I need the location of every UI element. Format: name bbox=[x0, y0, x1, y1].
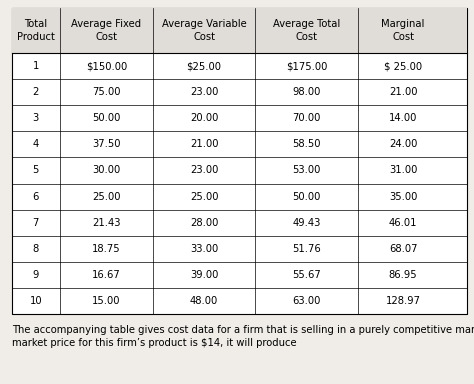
Text: 2: 2 bbox=[33, 87, 39, 97]
Text: 5: 5 bbox=[33, 166, 39, 175]
Text: 8: 8 bbox=[33, 244, 39, 254]
Text: Average Total
Cost: Average Total Cost bbox=[273, 19, 340, 41]
Text: Average Fixed
Cost: Average Fixed Cost bbox=[71, 19, 141, 41]
Text: 16.67: 16.67 bbox=[92, 270, 121, 280]
Text: 33.00: 33.00 bbox=[190, 244, 218, 254]
Text: The accompanying table gives cost data for a firm that is selling in a purely co: The accompanying table gives cost data f… bbox=[12, 325, 474, 348]
Text: 21.43: 21.43 bbox=[92, 218, 120, 228]
Text: 98.00: 98.00 bbox=[292, 87, 321, 97]
Text: 128.97: 128.97 bbox=[386, 296, 421, 306]
Text: 49.43: 49.43 bbox=[292, 218, 321, 228]
Text: 48.00: 48.00 bbox=[190, 296, 218, 306]
Text: 25.00: 25.00 bbox=[92, 192, 120, 202]
Text: 75.00: 75.00 bbox=[92, 87, 120, 97]
Text: 86.95: 86.95 bbox=[389, 270, 418, 280]
Text: 50.00: 50.00 bbox=[92, 113, 120, 123]
Text: 18.75: 18.75 bbox=[92, 244, 120, 254]
Text: 28.00: 28.00 bbox=[190, 218, 219, 228]
Text: 68.07: 68.07 bbox=[389, 244, 418, 254]
Text: 1: 1 bbox=[33, 61, 39, 71]
Text: $150.00: $150.00 bbox=[86, 61, 127, 71]
Text: Total
Product: Total Product bbox=[17, 19, 55, 41]
Bar bbox=[12, 8, 467, 53]
Text: 37.50: 37.50 bbox=[92, 139, 120, 149]
Text: 21.00: 21.00 bbox=[389, 87, 418, 97]
Text: 31.00: 31.00 bbox=[389, 166, 418, 175]
Text: 53.00: 53.00 bbox=[292, 166, 321, 175]
Text: 35.00: 35.00 bbox=[389, 192, 418, 202]
Text: 4: 4 bbox=[33, 139, 39, 149]
Text: Average Variable
Cost: Average Variable Cost bbox=[162, 19, 246, 41]
Text: $ 25.00: $ 25.00 bbox=[384, 61, 422, 71]
Text: 24.00: 24.00 bbox=[389, 139, 418, 149]
Text: 55.67: 55.67 bbox=[292, 270, 321, 280]
Text: Marginal
Cost: Marginal Cost bbox=[382, 19, 425, 41]
Text: 7: 7 bbox=[33, 218, 39, 228]
Text: 25.00: 25.00 bbox=[190, 192, 219, 202]
Text: 51.76: 51.76 bbox=[292, 244, 321, 254]
Text: 20.00: 20.00 bbox=[190, 113, 219, 123]
Text: 10: 10 bbox=[29, 296, 42, 306]
Text: 39.00: 39.00 bbox=[190, 270, 219, 280]
Bar bbox=[12, 8, 467, 314]
Text: 50.00: 50.00 bbox=[292, 192, 321, 202]
Text: 23.00: 23.00 bbox=[190, 87, 219, 97]
Text: 15.00: 15.00 bbox=[92, 296, 120, 306]
Text: $25.00: $25.00 bbox=[187, 61, 222, 71]
Text: 21.00: 21.00 bbox=[190, 139, 219, 149]
Text: 63.00: 63.00 bbox=[292, 296, 321, 306]
Text: 30.00: 30.00 bbox=[92, 166, 120, 175]
Text: 3: 3 bbox=[33, 113, 39, 123]
Text: 70.00: 70.00 bbox=[292, 113, 321, 123]
Text: 58.50: 58.50 bbox=[292, 139, 321, 149]
Text: 23.00: 23.00 bbox=[190, 166, 219, 175]
Text: $175.00: $175.00 bbox=[286, 61, 327, 71]
Text: 46.01: 46.01 bbox=[389, 218, 418, 228]
Text: 14.00: 14.00 bbox=[389, 113, 418, 123]
Text: 6: 6 bbox=[33, 192, 39, 202]
Text: 9: 9 bbox=[33, 270, 39, 280]
